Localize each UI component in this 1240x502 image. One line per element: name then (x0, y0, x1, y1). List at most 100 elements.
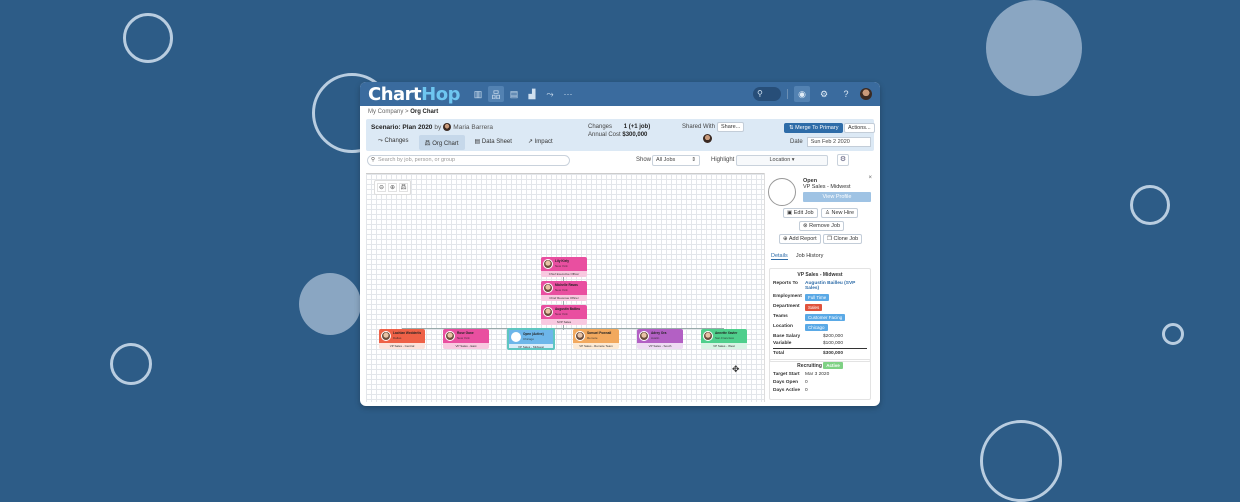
person-name: Lachlan Wedderlis (393, 331, 422, 335)
updown-icon: ⇕ (691, 157, 696, 163)
job-title: SVP Sales (541, 319, 587, 325)
date-field[interactable]: Sun Feb 2 2020 (806, 137, 871, 147)
person-location: San Francisco (715, 336, 735, 340)
org-chart-canvas[interactable]: ⊖ ⊕ 品 Lily Kiely New York Chief Executive … (366, 173, 764, 402)
add-report-button[interactable]: ⊕ Add Report (779, 234, 821, 244)
recruiting-status-badge: Active (823, 362, 843, 369)
changes-icon[interactable]: ⤳ (546, 88, 554, 99)
remove-job-button[interactable]: ⊗ Remove Job (799, 221, 845, 231)
tab-changes[interactable]: ⤳ Changes (378, 138, 409, 144)
bar-chart-icon[interactable]: ▥ (473, 88, 483, 99)
reports-to-link[interactable]: Augustin Bailleu (SVP Sales) (805, 281, 856, 291)
gear-icon[interactable]: ⚙ (819, 88, 829, 99)
search-icon: ⚲ (371, 157, 376, 163)
merge-icon: ⇅ (789, 125, 794, 131)
highlight-select[interactable]: Location ▾ (736, 155, 828, 166)
search-input[interactable]: ⚲ Search by job, person, or group (367, 155, 570, 166)
person-name: Augustin Bailleu (555, 307, 581, 311)
org-card[interactable]: Lily Kiely New York Chief Executive Office… (541, 257, 587, 277)
person-name: Rose Gane (457, 331, 474, 335)
highlight-label: Highlight (711, 157, 735, 163)
connector (402, 328, 724, 329)
person-photo (703, 331, 713, 341)
tab-org-chart[interactable]: 品 Org Chart (418, 135, 465, 150)
table-icon[interactable]: ▤ (509, 88, 519, 99)
chartHop-logo[interactable]: ChartHop (368, 83, 460, 105)
base-salary: $200,000 (822, 334, 843, 339)
org-chart-icon: 品 (424, 141, 431, 147)
org-card[interactable]: Michelle Ravas New York Chief Revenue Offi… (541, 281, 587, 301)
changes-summary: Changes 1 (+1 job) Annual Cost $300,000 (588, 124, 651, 138)
zoom-in-icon[interactable]: ⊕ (388, 183, 397, 192)
analytics-icon[interactable]: ▟ (528, 88, 536, 99)
details-heading: VP Sales - Midwest (797, 272, 843, 278)
job-detail-panel: × Open VP Sales - Midwest View Profile ▣… (764, 173, 874, 402)
eye-icon[interactable]: ◉ (794, 86, 810, 102)
user-avatar[interactable] (860, 88, 872, 100)
person-photo (575, 331, 585, 341)
view-profile-button[interactable]: View Profile (803, 192, 871, 202)
card-header: Lily Kiely New York (541, 257, 587, 271)
actions-button[interactable]: Actions... (844, 123, 875, 133)
person-location: New York (457, 336, 470, 340)
breadcrumb-parent[interactable]: My Company (368, 109, 404, 115)
zoom-out-icon[interactable]: ⊖ (377, 183, 386, 192)
merge-to-primary-button[interactable]: ⇅ Merge To Primary (784, 123, 844, 133)
show-select[interactable]: All Jobs ⇕ (652, 155, 700, 166)
person-location: Remote (587, 336, 598, 340)
org-card[interactable]: Samuel Pownall Remote VP Sales - Remote Te… (573, 329, 619, 349)
scenario-header: Scenario: Plan 2020 by Maria Barrera ⤳ C… (366, 119, 875, 151)
gear-icon: ⚙ (839, 156, 847, 163)
card-header: Lachlan Wedderlis Dallas (379, 329, 425, 343)
org-card[interactable]: Annette Xavier San Francisco VP Sales - We… (701, 329, 747, 349)
decorative-disc (986, 0, 1082, 96)
org-chart-icon[interactable]: 品 (487, 86, 504, 102)
new-hire-button[interactable]: ♙ New Hire (821, 208, 859, 218)
job-title: VP Sales - Midwest (803, 184, 851, 190)
person-photo (445, 331, 455, 341)
panel-tabs: Details Job History (771, 253, 823, 260)
tab-details[interactable]: Details (771, 253, 788, 260)
person-name: Annette Xavier (715, 331, 738, 335)
job-title: VP Sales - Remote Team (573, 343, 619, 349)
job-title: VP Sales - West (701, 343, 747, 349)
org-card[interactable]: Lachlan Wedderlis Dallas VP Sales - Centra… (379, 329, 425, 349)
add-icon: ⊕ (783, 236, 788, 242)
person-name: Lily Kiely (555, 259, 569, 263)
org-card[interactable]: Open (Active) Chicago VP Sales - Midwest (507, 328, 555, 350)
team-badge: Customer Facing (805, 314, 846, 321)
department-badge: Sales (805, 304, 823, 311)
variable-comp: $100,000 (822, 341, 843, 346)
org-card[interactable]: Adrey Ora Austin VP Sales - South (637, 329, 683, 349)
help-icon[interactable]: ? (843, 89, 849, 99)
fit-tree-icon[interactable]: 品 (399, 183, 408, 192)
person-name: Michelle Ravas (555, 283, 578, 287)
card-header: Annette Xavier San Francisco (701, 329, 747, 343)
changes-icon: ⤳ (378, 138, 383, 144)
card-header: Adrey Ora Austin (637, 329, 683, 343)
show-label: Show (636, 157, 652, 163)
share-button[interactable]: Share... (717, 122, 745, 132)
clone-job-button[interactable]: ❐ Clone Job (823, 234, 863, 244)
more-icon[interactable]: ··· (563, 89, 573, 99)
tab-job-history[interactable]: Job History (795, 253, 824, 259)
chart-settings-button[interactable]: ⚙ (837, 154, 849, 166)
tab-data-sheet[interactable]: ▤ Data Sheet (474, 139, 512, 145)
person-location: Dallas (393, 336, 402, 340)
card-header: Augustin Bailleu New York (541, 305, 587, 319)
tab-impact[interactable]: ↗ Impact (527, 139, 553, 145)
employment-badge: Full Time (805, 294, 830, 301)
close-icon[interactable]: × (868, 175, 872, 181)
zoom-controls: ⊖ ⊕ 品 (374, 180, 411, 195)
divider (787, 89, 788, 99)
job-title: VP Sales - Central (379, 343, 425, 349)
card-header: Samuel Pownall Remote (573, 329, 619, 343)
decorative-ring (123, 13, 173, 63)
org-card[interactable]: Augustin Bailleu New York SVP Sales (541, 305, 587, 325)
person-location: New York (555, 312, 568, 316)
shared-with: Shared With Share... (682, 122, 745, 132)
edit-job-button[interactable]: ▣ Edit Job (783, 208, 818, 218)
org-card[interactable]: Rose Gane New York VP Sales - East (443, 329, 489, 349)
remove-icon: ⊗ (803, 223, 808, 229)
global-search-button[interactable]: ⚲ (753, 87, 781, 101)
